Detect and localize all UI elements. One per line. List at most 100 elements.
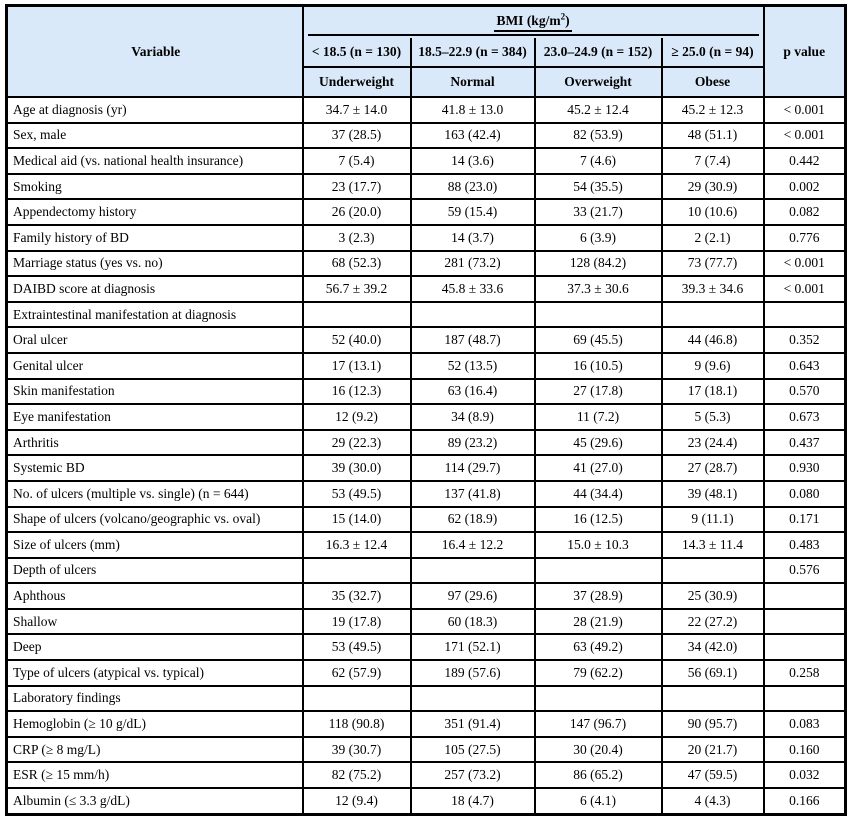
p-value-cell: 0.352 xyxy=(762,326,847,354)
p-value-cell: < 0.001 xyxy=(762,121,847,150)
p-value-cell: < 0.001 xyxy=(762,275,847,303)
p-value-cell: 0.080 xyxy=(762,479,847,508)
value-cell-underweight: 34.7 ± 14.0 xyxy=(301,96,412,124)
row-label-cell: Aphthous xyxy=(5,582,304,610)
p-value-cell xyxy=(762,633,847,662)
row-label-cell: Extraintestinal manifestation at diagnos… xyxy=(5,300,304,329)
row-label-cell: Type of ulcers (atypical vs. typical) xyxy=(5,659,304,687)
table-row: CRP (≥ 8 mg/L) 39 (30.7) 105 (27.5) 30 (… xyxy=(5,735,847,764)
header-category-row: Underweight Normal Overweight Obese xyxy=(7,66,846,98)
row-label-cell: No. of ulcers (multiple vs. single) (n =… xyxy=(5,479,304,508)
value-cell-obese xyxy=(660,684,765,713)
value-cell-underweight: 39 (30.0) xyxy=(301,454,412,482)
value-cell-underweight: 39 (30.7) xyxy=(301,735,412,764)
row-label-cell: Smoking xyxy=(5,172,304,201)
value-cell-obese: 2 (2.1) xyxy=(660,223,765,252)
value-cell-overweight xyxy=(533,556,663,585)
value-cell-normal: 88 (23.0) xyxy=(409,172,536,201)
superscript-2: 2 xyxy=(560,11,566,22)
table-row: Type of ulcers (atypical vs. typical) 62… xyxy=(5,659,847,687)
value-cell-normal: 171 (52.1) xyxy=(409,633,536,662)
column-header-variable: Variable xyxy=(5,4,304,98)
value-cell-overweight: 37.3 ± 30.6 xyxy=(533,275,663,303)
value-cell-underweight: 12 (9.4) xyxy=(301,787,412,816)
row-label-cell: Arthritis xyxy=(5,428,304,457)
value-cell-normal: 351 (91.4) xyxy=(409,710,536,738)
value-cell-underweight: 17 (13.1) xyxy=(301,351,412,380)
value-cell-underweight: 16.3 ± 12.4 xyxy=(301,531,412,559)
value-cell-overweight: 15.0 ± 10.3 xyxy=(533,531,663,559)
value-cell-normal: 62 (18.9) xyxy=(409,505,536,534)
value-cell-obese: 45.2 ± 12.3 xyxy=(660,96,765,124)
value-cell-underweight xyxy=(301,684,412,713)
value-cell-underweight: 23 (17.7) xyxy=(301,172,412,201)
row-label-cell: ESR (≥ 15 mm/h) xyxy=(5,761,304,790)
table-row: Family history of BD 3 (2.3) 14 (3.7) 6 … xyxy=(5,223,847,252)
row-label-cell: Systemic BD xyxy=(5,454,304,482)
column-header-range-normal: 18.5–22.9 (n = 384) xyxy=(409,38,536,68)
value-cell-underweight xyxy=(301,300,412,329)
value-cell-normal: 281 (73.2) xyxy=(409,249,536,278)
value-cell-normal: 14 (3.7) xyxy=(409,223,536,252)
value-cell-underweight: 26 (20.0) xyxy=(301,198,412,226)
table-row: ESR (≥ 15 mm/h) 82 (75.2) 257 (73.2) 86 … xyxy=(5,761,847,790)
value-cell-obese: 90 (95.7) xyxy=(660,710,765,738)
header-range-row: < 18.5 (n = 130) 18.5–22.9 (n = 384) 23.… xyxy=(7,38,846,68)
value-cell-overweight: 147 (96.7) xyxy=(533,710,663,738)
p-value-cell: 0.083 xyxy=(762,710,847,738)
value-cell-obese: 5 (5.3) xyxy=(660,403,765,431)
column-header-category-underweight: Underweight xyxy=(301,66,412,98)
p-value-cell: 0.437 xyxy=(762,428,847,457)
value-cell-obese: 27 (28.7) xyxy=(660,454,765,482)
value-cell-underweight: 12 (9.2) xyxy=(301,403,412,431)
value-cell-overweight: 63 (49.2) xyxy=(533,633,663,662)
table-row: Skin manifestation 16 (12.3) 63 (16.4) 2… xyxy=(5,377,847,406)
value-cell-overweight: 16 (10.5) xyxy=(533,351,663,380)
column-header-range-overweight: 23.0–24.9 (n = 152) xyxy=(533,38,663,68)
value-cell-obese xyxy=(660,556,765,585)
value-cell-normal: 63 (16.4) xyxy=(409,377,536,406)
row-label-cell: Appendectomy history xyxy=(5,198,304,226)
table-row: Laboratory findings xyxy=(5,684,847,713)
value-cell-normal: 189 (57.6) xyxy=(409,659,536,687)
row-label-cell: Laboratory findings xyxy=(5,684,304,713)
value-cell-obese: 47 (59.5) xyxy=(660,761,765,790)
row-label-cell: Genital ulcer xyxy=(5,351,304,380)
value-cell-normal: 52 (13.5) xyxy=(409,351,536,380)
value-cell-underweight: 29 (22.3) xyxy=(301,428,412,457)
table-row: Systemic BD 39 (30.0) 114 (29.7) 41 (27.… xyxy=(5,454,847,482)
table-row: DAIBD score at diagnosis 56.7 ± 39.2 45.… xyxy=(5,275,847,303)
value-cell-normal xyxy=(409,300,536,329)
value-cell-normal: 59 (15.4) xyxy=(409,198,536,226)
p-value-cell: 0.082 xyxy=(762,198,847,226)
value-cell-underweight: 16 (12.3) xyxy=(301,377,412,406)
value-cell-normal: 45.8 ± 33.6 xyxy=(409,275,536,303)
value-cell-overweight: 128 (84.2) xyxy=(533,249,663,278)
row-label-cell: Shallow xyxy=(5,607,304,636)
p-value-cell: 0.171 xyxy=(762,505,847,534)
value-cell-normal: 89 (23.2) xyxy=(409,428,536,457)
value-cell-obese: 29 (30.9) xyxy=(660,172,765,201)
value-cell-normal: 34 (8.9) xyxy=(409,403,536,431)
table-row: Deep 53 (49.5) 171 (52.1) 63 (49.2) 34 (… xyxy=(5,633,847,662)
row-label-cell: Skin manifestation xyxy=(5,377,304,406)
value-cell-obese xyxy=(660,300,765,329)
p-value-cell: < 0.001 xyxy=(762,96,847,124)
table-header: Variable BMI (kg/m2) p value < 18.5 (n =… xyxy=(5,4,847,98)
row-label-cell: Sex, male xyxy=(5,121,304,150)
value-cell-overweight: 44 (34.4) xyxy=(533,479,663,508)
table-row: Arthritis 29 (22.3) 89 (23.2) 45 (29.6) … xyxy=(5,428,847,457)
row-label-cell: Family history of BD xyxy=(5,223,304,252)
value-cell-overweight: 45.2 ± 12.4 xyxy=(533,96,663,124)
column-header-pvalue: p value xyxy=(762,4,847,98)
value-cell-obese: 34 (42.0) xyxy=(660,633,765,662)
value-cell-overweight: 11 (7.2) xyxy=(533,403,663,431)
value-cell-overweight: 6 (3.9) xyxy=(533,223,663,252)
value-cell-overweight xyxy=(533,300,663,329)
table-row: Eye manifestation 12 (9.2) 34 (8.9) 11 (… xyxy=(5,403,847,431)
table-row: Smoking 23 (17.7) 88 (23.0) 54 (35.5) 29… xyxy=(5,172,847,201)
value-cell-underweight: 56.7 ± 39.2 xyxy=(301,275,412,303)
value-cell-normal: 187 (48.7) xyxy=(409,326,536,354)
column-header-category-obese: Obese xyxy=(660,66,765,98)
table-row: No. of ulcers (multiple vs. single) (n =… xyxy=(5,479,847,508)
